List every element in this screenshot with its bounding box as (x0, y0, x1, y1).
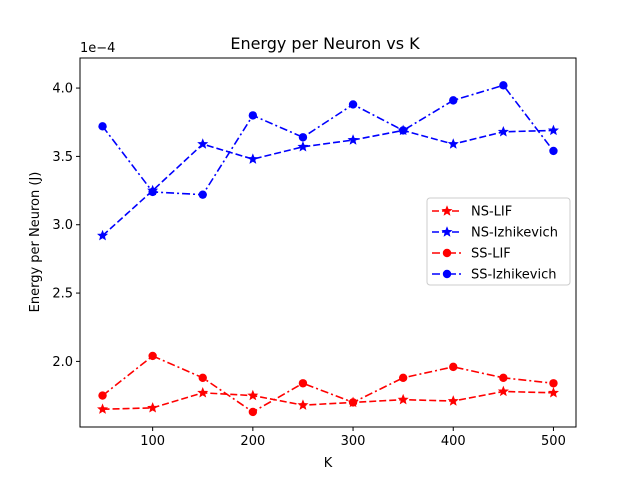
legend-label: NS-LIF (471, 205, 512, 220)
series-line (101, 84, 555, 196)
y-axis-label: Energy per Neuron (J) (28, 172, 43, 313)
legend-label: SS-Izhikevich (471, 268, 556, 283)
data-point (247, 389, 259, 401)
data-point (549, 146, 558, 156)
data-point (298, 379, 308, 388)
legend-item: NS-Izhikevich (432, 226, 558, 241)
data-point (297, 399, 309, 410)
series-2 (98, 351, 558, 417)
y-tick-label: 3.0 (52, 218, 73, 233)
data-point (497, 125, 509, 137)
data-point (197, 138, 209, 149)
legend-label: NS-Izhikevich (471, 226, 558, 241)
data-point (198, 373, 207, 382)
data-point (247, 153, 259, 164)
data-point (547, 124, 559, 136)
data-point (398, 126, 408, 135)
data-point (148, 187, 157, 197)
data-point (547, 387, 559, 398)
data-point (98, 122, 107, 131)
series-1 (97, 124, 559, 241)
data-point (449, 96, 458, 105)
series-3 (98, 81, 558, 199)
data-point (347, 134, 359, 145)
series-line (102, 129, 554, 237)
y-axis-offset-label: 1e−4 (80, 41, 115, 56)
data-point (248, 111, 258, 120)
x-tick-label: 100 (140, 434, 165, 449)
x-tick-label: 300 (341, 434, 366, 449)
legend-marker (442, 248, 452, 258)
y-tick-label: 2.5 (52, 287, 73, 302)
data-point (148, 351, 157, 361)
y-tick-label: 4.0 (52, 82, 73, 97)
legend-marker (441, 205, 453, 216)
data-point (499, 81, 508, 90)
data-point (449, 362, 458, 372)
data-point (97, 229, 109, 241)
data-point (197, 387, 209, 398)
legend: NS-LIF NS-Izhikevich SS-LIF SS-Izhikevich (426, 197, 571, 286)
data-point (198, 190, 207, 199)
data-point (497, 385, 509, 397)
legend-item: NS-LIF (432, 205, 512, 220)
x-tick-label: 500 (541, 434, 566, 449)
data-point (97, 403, 109, 414)
y-tick-label: 3.5 (52, 150, 73, 165)
data-point (398, 373, 408, 382)
data-point (348, 100, 358, 109)
legend-item: SS-LIF (432, 247, 511, 262)
data-point (549, 379, 558, 388)
y-tick-label: 2.0 (52, 355, 73, 370)
x-tick-label: 200 (240, 434, 265, 449)
data-point (499, 373, 508, 382)
legend-marker (441, 226, 453, 237)
data-point (297, 141, 309, 152)
plot-frame (79, 57, 577, 428)
series-line (102, 355, 554, 413)
data-point (348, 398, 358, 407)
data-point (397, 393, 409, 405)
legend-marker (442, 269, 452, 279)
data-point (298, 133, 308, 142)
x-axis-label: K (324, 456, 333, 471)
legend-item: SS-Izhikevich (432, 268, 556, 283)
data-point (147, 402, 159, 413)
legend-label: SS-LIF (471, 247, 511, 262)
chart-title: Energy per Neuron vs K (230, 34, 420, 53)
data-point (447, 138, 459, 149)
x-tick-label: 400 (441, 434, 466, 449)
data-point (447, 395, 459, 406)
data-point (98, 391, 107, 400)
legend-box (426, 197, 571, 286)
series-line (102, 390, 554, 411)
data-point (248, 407, 258, 417)
